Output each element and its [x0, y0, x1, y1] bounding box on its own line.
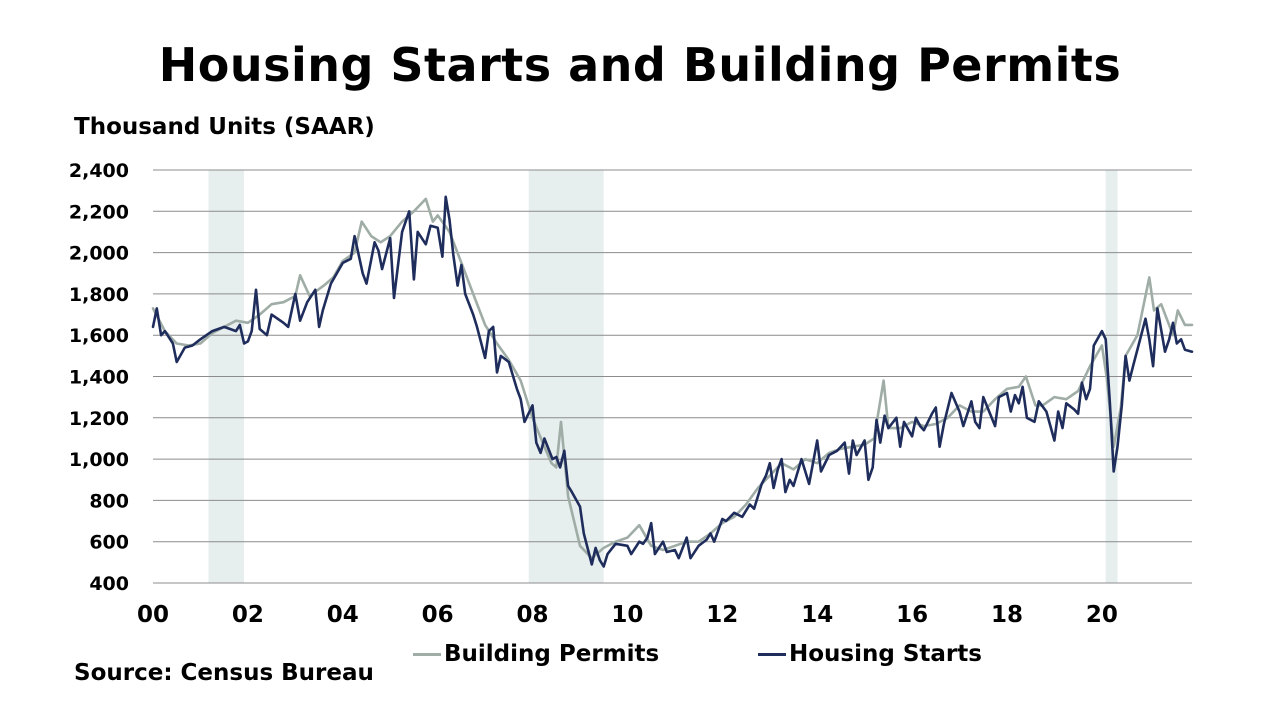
y-tick-label: 1,800 [69, 284, 129, 306]
legend-swatch-building-permits [413, 652, 441, 656]
x-tick-label: 00 [137, 602, 169, 628]
x-tick-label: 16 [896, 602, 928, 628]
y-tick-label: 1,200 [69, 408, 129, 430]
y-axis-ticks: 400 600 800 1,000 1,200 1,400 1,600 1,800 2,000 2… [69, 160, 129, 595]
y-tick-label: 800 [89, 490, 129, 512]
chart-title: Housing Starts and Building Permits [158, 38, 1122, 92]
legend-item-building-permits: Building Permits [413, 638, 659, 670]
x-tick-label: 06 [422, 602, 454, 628]
x-tick-label: 08 [517, 602, 549, 628]
y-tick-label: 600 [89, 532, 129, 554]
y-tick-label: 400 [89, 573, 129, 595]
y-axis-unit-label: Thousand Units (SAAR) [74, 114, 375, 140]
series-line-housing-starts [151, 195, 1194, 568]
legend-label-building-permits: Building Permits [444, 641, 660, 667]
legend-swatch-housing-starts [758, 652, 786, 656]
x-tick-label: 10 [611, 602, 643, 628]
x-tick-label: 20 [1086, 602, 1118, 628]
grid-lines [153, 169, 1192, 584]
x-tick-label: 14 [801, 602, 833, 628]
x-tick-label: 02 [232, 602, 264, 628]
series-lines [151, 195, 1194, 568]
x-tick-label: 04 [327, 602, 359, 628]
legend-label-housing-starts: Housing Starts [789, 641, 982, 667]
legend-item-housing-starts: Housing Starts [758, 638, 982, 670]
y-tick-label: 1,000 [69, 449, 129, 471]
source-note: Source: Census Bureau [74, 660, 374, 686]
y-tick-label: 1,400 [69, 367, 129, 389]
y-tick-label: 2,200 [69, 201, 129, 223]
x-tick-label: 12 [706, 602, 738, 628]
y-tick-label: 2,000 [69, 243, 129, 265]
x-tick-label: 18 [991, 602, 1023, 628]
x-axis-ticks: 00 02 04 06 08 10 12 14 16 18 20 [137, 602, 1118, 628]
y-tick-label: 1,600 [69, 325, 129, 347]
y-tick-label: 2,400 [69, 160, 129, 182]
